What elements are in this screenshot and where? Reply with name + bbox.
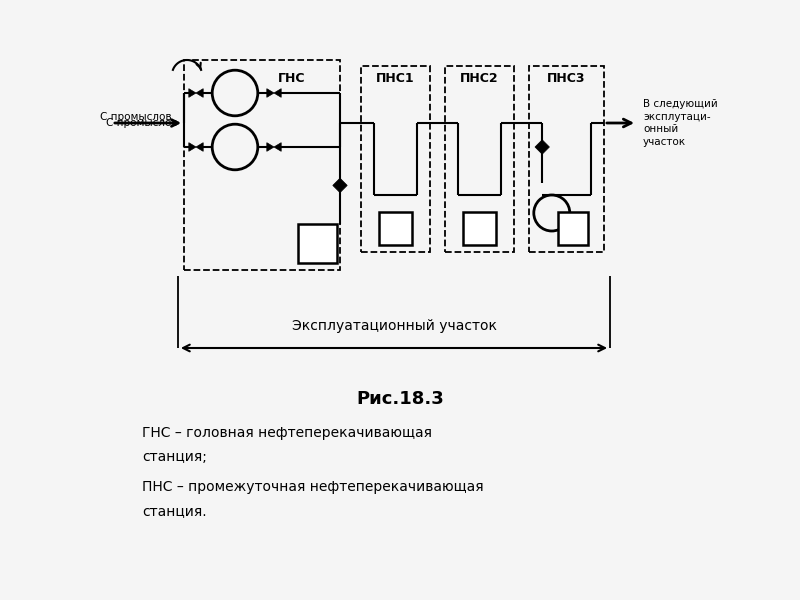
Bar — [529, 66, 604, 252]
Bar — [184, 60, 340, 270]
Text: ПНС – промежуточная нефтеперекачивающая: ПНС – промежуточная нефтеперекачивающая — [142, 480, 484, 494]
Polygon shape — [333, 178, 347, 193]
Text: ПНС3: ПНС3 — [547, 72, 586, 85]
Text: С промыслов: С промыслов — [106, 118, 178, 128]
Text: ГНС: ГНС — [278, 72, 306, 85]
Polygon shape — [267, 143, 274, 151]
Text: ГНС – головная нефтеперекачивающая: ГНС – головная нефтеперекачивающая — [142, 426, 432, 440]
Bar — [361, 66, 430, 252]
Text: Эксплуатационный участок: Эксплуатационный участок — [291, 319, 497, 333]
Text: станция.: станция. — [142, 504, 206, 518]
Text: ПНС1: ПНС1 — [376, 72, 415, 85]
Polygon shape — [267, 89, 274, 97]
Polygon shape — [274, 89, 282, 97]
Polygon shape — [196, 89, 203, 97]
Polygon shape — [535, 140, 550, 154]
Text: С промыслов: С промыслов — [100, 112, 172, 122]
Bar — [445, 66, 514, 252]
Text: В следующий
эксплутаци-
онный
участок: В следующий эксплутаци- онный участок — [643, 100, 718, 146]
Text: Рис.18.3: Рис.18.3 — [356, 390, 444, 408]
Bar — [379, 212, 412, 245]
Polygon shape — [196, 143, 203, 151]
Bar — [463, 212, 496, 245]
Polygon shape — [274, 143, 282, 151]
Text: ПНС2: ПНС2 — [460, 72, 499, 85]
Bar — [298, 224, 337, 263]
Polygon shape — [189, 89, 196, 97]
Text: станция;: станция; — [142, 450, 207, 464]
Polygon shape — [189, 143, 196, 151]
Bar — [558, 212, 588, 245]
